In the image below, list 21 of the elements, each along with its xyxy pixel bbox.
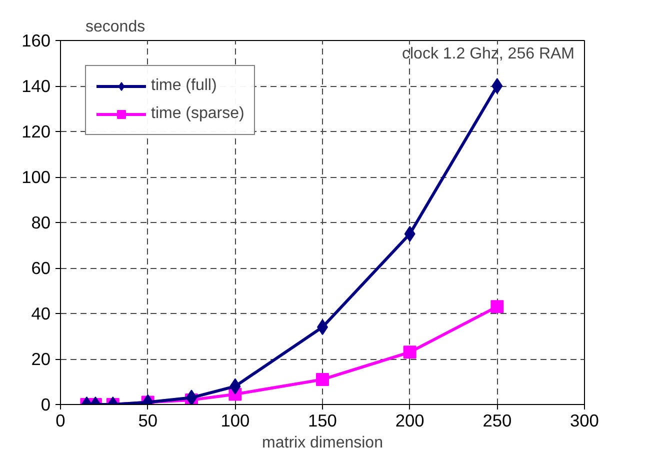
y-axis-title: seconds <box>86 18 146 36</box>
x-tick-label: 50 <box>138 410 158 430</box>
x-tick-label: 300 <box>570 410 599 430</box>
legend-label: time (sparse) <box>151 105 244 123</box>
x-axis-title: matrix dimension <box>262 434 383 452</box>
y-tick-label: 160 <box>22 30 51 50</box>
y-tick-label: 100 <box>22 167 51 187</box>
x-tick-label: 250 <box>482 410 512 430</box>
y-tick-label: 0 <box>40 394 51 414</box>
x-tick-label: 0 <box>56 410 66 430</box>
y-tick-label: 40 <box>31 304 51 324</box>
annotation: clock 1.2 Ghz, 256 RAM <box>402 46 574 62</box>
y-tick-label: 120 <box>22 122 51 142</box>
y-tick-label: 140 <box>22 76 51 96</box>
y-tick-label: 20 <box>31 349 51 369</box>
x-tick-label: 200 <box>395 410 424 430</box>
x-tick-label: 100 <box>220 410 250 430</box>
y-tick-label: 60 <box>31 258 51 278</box>
x-tick-label: 150 <box>308 410 337 430</box>
legend-label: time (full) <box>151 77 217 95</box>
y-tick-label: 80 <box>31 212 51 232</box>
